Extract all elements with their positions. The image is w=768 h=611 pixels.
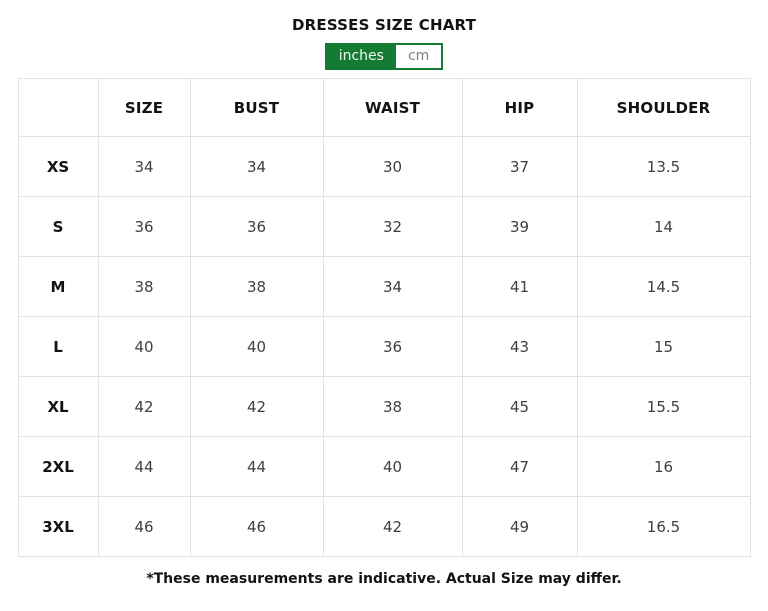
measurement-cell: 37 [461,136,578,197]
measurement-cell: 34 [322,256,463,317]
table-row: 3XL 46 46 42 49 16.5 [17,496,751,557]
measurement-cell: 41 [461,256,578,317]
measurement-cell: 42 [189,376,324,437]
measurement-cell: 40 [189,316,324,377]
unit-cm-button[interactable]: cm [395,45,442,68]
header-cell-waist: WAIST [322,78,463,137]
measurement-cell: 34 [97,136,191,197]
measurement-cell: 14 [576,196,751,257]
row-size-label: 3XL [17,496,99,557]
measurement-cell: 49 [461,496,578,557]
unit-toggle-wrap: inches cm [0,43,768,70]
page-title: DRESSES SIZE CHART [291,16,477,34]
measurement-cell: 38 [97,256,191,317]
measurement-cell: 43 [461,316,578,377]
measurement-cell: 15 [576,316,751,377]
measurement-cell: 40 [322,436,463,497]
row-size-label: 2XL [17,436,99,497]
row-size-label: S [17,196,99,257]
measurement-cell: 16.5 [576,496,751,557]
size-table-body: XS 34 34 30 37 13.5 S 36 36 32 39 14 M 38 38 34 41 14.5 L 4… [17,136,751,557]
table-row: XS 34 34 30 37 13.5 [17,136,751,197]
table-header-row: SIZE BUST WAIST HIP SHOULDER [17,78,751,137]
table-row: XL 42 42 38 45 15.5 [17,376,751,437]
table-row: L 40 40 36 43 15 [17,316,751,377]
row-size-label: XL [17,376,99,437]
row-size-label: L [17,316,99,377]
header-cell-shoulder: SHOULDER [576,78,751,137]
measurement-cell: 42 [97,376,191,437]
row-size-label: XS [17,136,99,197]
size-chart-table: SIZE BUST WAIST HIP SHOULDER XS 34 34 30 37 1… [17,78,751,557]
measurement-cell: 46 [97,496,191,557]
measurement-cell: 14.5 [576,256,751,317]
unit-inches-button[interactable]: inches [326,45,396,68]
measurement-cell: 30 [322,136,463,197]
header-cell-hip: HIP [461,78,578,137]
unit-toggle: inches cm [324,43,444,70]
table-row: 2XL 44 44 40 47 16 [17,436,751,497]
header-cell-empty [17,78,99,137]
measurement-cell: 44 [97,436,191,497]
footnote: *These measurements are indicative. Actu… [146,571,622,587]
table-row: S 36 36 32 39 14 [17,196,751,257]
measurement-cell: 46 [189,496,324,557]
measurement-cell: 38 [189,256,324,317]
measurement-cell: 45 [461,376,578,437]
measurement-cell: 15.5 [576,376,751,437]
measurement-cell: 36 [97,196,191,257]
measurement-cell: 16 [576,436,751,497]
measurement-cell: 39 [461,196,578,257]
measurement-cell: 40 [97,316,191,377]
measurement-cell: 38 [322,376,463,437]
header-cell-size: SIZE [97,78,191,137]
row-size-label: M [17,256,99,317]
measurement-cell: 34 [189,136,324,197]
measurement-cell: 36 [189,196,324,257]
measurement-cell: 13.5 [576,136,751,197]
measurement-cell: 42 [322,496,463,557]
header-cell-bust: BUST [189,78,324,137]
measurement-cell: 47 [461,436,578,497]
measurement-cell: 36 [322,316,463,377]
measurement-cell: 44 [189,436,324,497]
measurement-cell: 32 [322,196,463,257]
table-row: M 38 38 34 41 14.5 [17,256,751,317]
